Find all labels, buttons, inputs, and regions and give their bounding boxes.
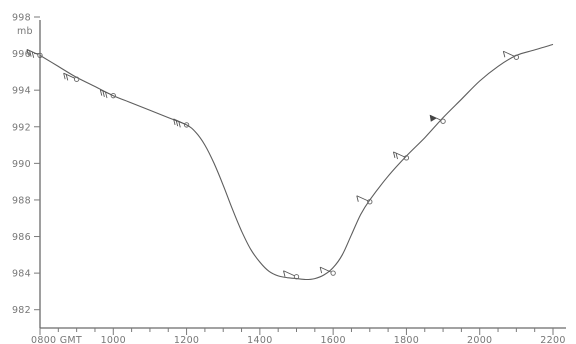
y-ticks: 982 984 986 988 990 992 994 996 998 <box>12 13 40 316</box>
wind-barb <box>29 50 32 57</box>
observation-marker <box>173 118 190 128</box>
y-tick-label-984: 984 <box>12 269 31 280</box>
x-tick-label-1400: 1400 <box>247 335 272 344</box>
observation-marker <box>356 195 373 205</box>
wind-barb <box>175 120 179 127</box>
wind-shaft <box>283 270 295 277</box>
station-circle <box>73 76 80 82</box>
observation-marker <box>319 266 336 276</box>
x-tick-label-1600: 1600 <box>320 335 345 344</box>
observation-marker <box>283 270 300 280</box>
y-tick-label-992: 992 <box>12 122 31 133</box>
y-tick-label-996: 996 <box>12 49 31 60</box>
wind-barb <box>502 51 506 58</box>
wind-pennant <box>429 114 437 122</box>
observation-marker <box>392 151 410 161</box>
wind-barb <box>63 73 66 80</box>
axes <box>39 20 566 329</box>
station-circle <box>367 199 373 205</box>
station-circle <box>110 93 116 99</box>
wind-barb <box>26 49 29 56</box>
wind-shaft <box>356 195 368 202</box>
y-tick-label-990: 990 <box>12 159 31 170</box>
x-tick-label-1800: 1800 <box>394 335 419 344</box>
wind-shaft <box>503 50 515 57</box>
y-axis-unit-label: mb <box>17 26 33 37</box>
x-tick-label-1200: 1200 <box>174 335 199 344</box>
station-circle <box>440 118 446 124</box>
y-tick-label-986: 986 <box>12 232 31 243</box>
wind-barb <box>102 90 105 97</box>
wind-shaft <box>63 72 75 79</box>
y-tick-label-988: 988 <box>12 195 31 206</box>
wind-barb <box>395 152 398 160</box>
wind-barb <box>99 89 103 96</box>
y-tick-label-998: 998 <box>12 13 31 24</box>
pressure-curve <box>39 43 554 281</box>
wind-barb <box>31 51 35 58</box>
y-tick-label-982: 982 <box>12 305 31 316</box>
observation-marker <box>26 49 43 59</box>
observation-marker <box>99 89 116 99</box>
station-circle <box>37 52 43 59</box>
observation-marker <box>502 50 520 60</box>
wind-barb <box>319 267 323 274</box>
wind-barb <box>65 74 69 81</box>
x-tick-label-2200: 2200 <box>540 335 565 344</box>
observation-marker <box>63 72 80 82</box>
wind-barb <box>392 151 396 158</box>
wind-barb <box>178 121 181 128</box>
station-circle <box>403 155 410 161</box>
y-tick-label-994: 994 <box>12 86 31 97</box>
wind-barb <box>173 118 176 126</box>
x-tick-label-1000: 1000 <box>101 335 126 344</box>
observation-marker <box>429 114 446 124</box>
wind-shaft <box>393 151 405 158</box>
station-circle <box>330 270 336 276</box>
wind-barb <box>356 195 359 202</box>
wind-shaft <box>319 266 332 273</box>
x-tick-label-800: 0800 GMT <box>31 335 82 344</box>
wind-barb <box>105 91 108 99</box>
station-circle <box>513 54 520 60</box>
x-ticks: 0800 GMT 1000 1200 1400 1600 1800 2000 2200 <box>31 328 565 344</box>
x-tick-label-2000: 2000 <box>467 335 492 344</box>
station-circle <box>183 122 190 128</box>
station-circle <box>293 274 300 280</box>
wind-barb <box>283 270 286 277</box>
observation-markers <box>26 49 520 280</box>
